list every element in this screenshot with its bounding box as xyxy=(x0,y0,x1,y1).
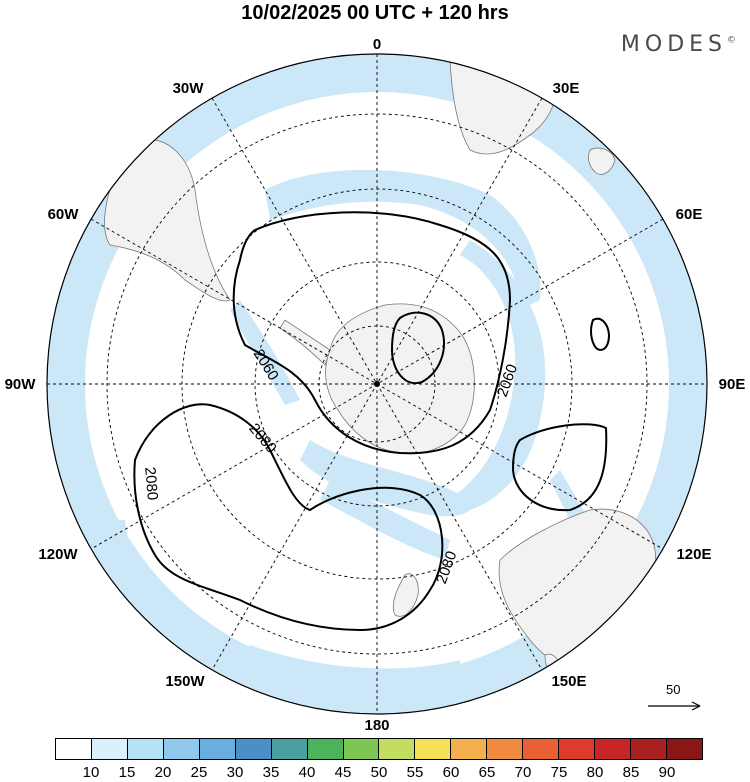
color-scale-cell xyxy=(307,739,344,759)
lon-label-150e: 150E xyxy=(551,673,586,690)
color-scale-tick: 90 xyxy=(658,764,676,781)
lon-label-60w: 60W xyxy=(48,206,80,223)
color-scale-tick: 55 xyxy=(406,764,424,781)
arrow-right-icon xyxy=(648,701,701,711)
color-scale-tick: 50 xyxy=(370,764,388,781)
color-scale-cell xyxy=(415,739,452,759)
color-scale-ticks: 10 15 20 25 30 35 40 45 50 55 60 65 70 75 80 85 90 xyxy=(55,764,703,782)
color-scale-cell xyxy=(631,739,667,759)
lon-label-90e: 90E xyxy=(719,376,746,393)
color-scale-tick: 75 xyxy=(550,764,568,781)
lon-label-120w: 120W xyxy=(38,546,78,563)
wind-reference-value: 50 xyxy=(666,682,681,697)
brand-logo: MODES© xyxy=(620,32,736,57)
color-scale-tick: 10 xyxy=(82,764,100,781)
lon-label-180: 180 xyxy=(364,717,389,734)
color-scale-tick: 15 xyxy=(118,764,136,781)
color-scale-tick: 60 xyxy=(442,764,460,781)
color-scale-cell xyxy=(56,739,92,759)
color-scale-cell xyxy=(235,739,272,759)
color-scale-cell xyxy=(199,739,236,759)
color-scale-bar xyxy=(55,738,703,760)
lon-label-0: 0 xyxy=(373,36,381,53)
color-scale-cell xyxy=(559,739,596,759)
new-zealand xyxy=(392,573,419,617)
color-scale-tick: 20 xyxy=(154,764,172,781)
lon-label-60e: 60E xyxy=(676,206,703,223)
color-scale-cell xyxy=(343,739,380,759)
color-scale-cell xyxy=(451,739,488,759)
color-scale-tick: 70 xyxy=(514,764,532,781)
color-scale-tick: 85 xyxy=(622,764,640,781)
color-scale-tick: 80 xyxy=(586,764,604,781)
wind-reference-vector: 50 xyxy=(646,682,706,718)
color-scale-tick: 35 xyxy=(262,764,280,781)
color-scale-cell xyxy=(91,739,128,759)
color-scale-cell xyxy=(487,739,524,759)
color-scale-cell xyxy=(163,739,200,759)
color-scale-tick: 45 xyxy=(334,764,352,781)
lon-label-90w: 90W xyxy=(5,376,37,393)
lon-label-30w: 30W xyxy=(173,80,205,97)
color-scale-cell xyxy=(595,739,631,759)
color-scale-cell xyxy=(523,739,560,759)
contour-label: 2080 xyxy=(141,466,161,501)
antarctica xyxy=(325,303,475,455)
map-title: 10/02/2025 00 UTC + 120 hrs xyxy=(241,2,509,24)
color-scale-cell xyxy=(271,739,308,759)
color-scale-cell xyxy=(666,739,702,759)
color-scale-tick: 65 xyxy=(478,764,496,781)
color-scale-cell xyxy=(127,739,164,759)
color-scale-tick: 30 xyxy=(226,764,244,781)
lon-label-120e: 120E xyxy=(676,546,711,563)
map-border xyxy=(46,53,708,715)
south-pole-marker xyxy=(374,381,380,387)
height-contours xyxy=(133,211,611,632)
lon-label-30e: 30E xyxy=(553,80,580,97)
color-scale-cell xyxy=(379,739,416,759)
color-scale-tick: 40 xyxy=(298,764,316,781)
madagascar xyxy=(588,147,616,175)
color-scale-tick: 25 xyxy=(190,764,208,781)
lon-label-150w: 150W xyxy=(165,673,205,690)
